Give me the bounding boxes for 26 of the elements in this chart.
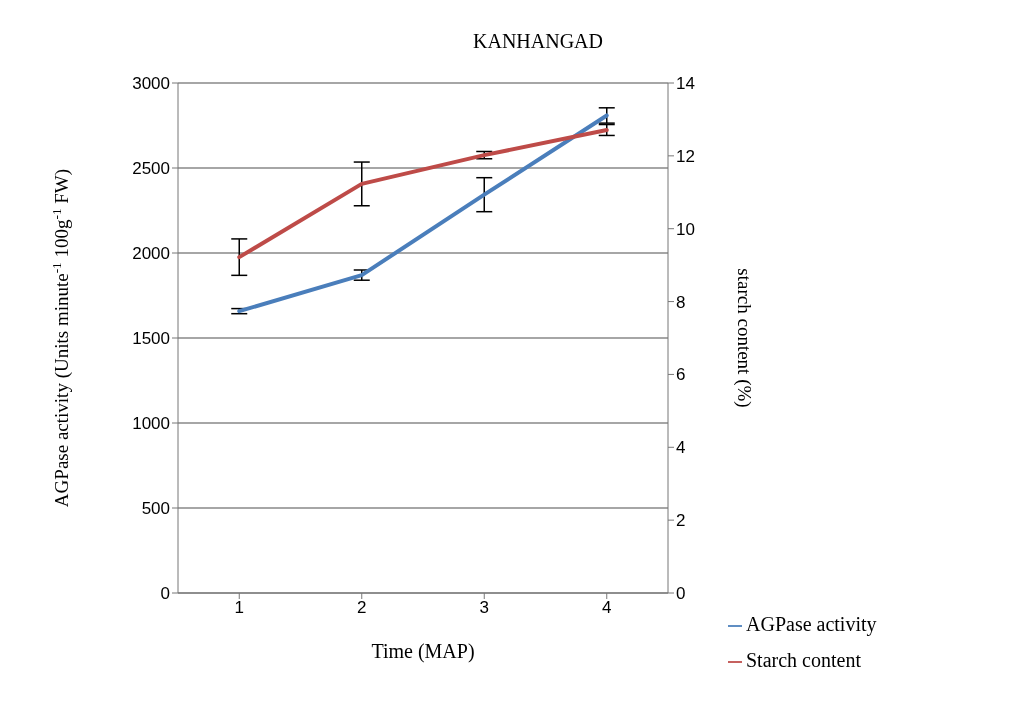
x-tick-label: 4 (602, 598, 612, 618)
y-tick-label: 1000 (132, 414, 170, 434)
legend-label: AGPase activity (746, 613, 877, 635)
y2-tick-label: 4 (676, 438, 686, 458)
y2-tick-label: 6 (676, 365, 686, 385)
x-tick-label: 2 (357, 598, 367, 618)
x-axis-title: Time (MAP) (371, 640, 475, 663)
x-tick-label: 3 (479, 598, 489, 618)
y2-tick-label: 0 (676, 584, 686, 604)
y2-axis-title: starch content (%) (733, 268, 755, 408)
x-tick-label: 1 (234, 598, 244, 618)
line-series (237, 113, 609, 314)
y-tick-label: 3000 (132, 74, 170, 94)
chart-title: KANHANGAD (473, 30, 603, 52)
legend-label: Starch content (746, 649, 861, 671)
y-tick-label: 0 (160, 584, 170, 604)
y-tick-label: 2000 (132, 244, 170, 264)
y-tick-label: 1500 (132, 329, 170, 349)
y-tick-label: 500 (141, 499, 170, 519)
y2-tick-label: 12 (676, 146, 695, 166)
y-tick-label: 2500 (132, 159, 170, 179)
line-series (237, 127, 609, 260)
y2-tick-label: 10 (676, 219, 695, 239)
y2-tick-label: 2 (676, 511, 686, 531)
y2-tick-label: 8 (676, 292, 686, 312)
y2-tick-label: 14 (676, 74, 695, 94)
